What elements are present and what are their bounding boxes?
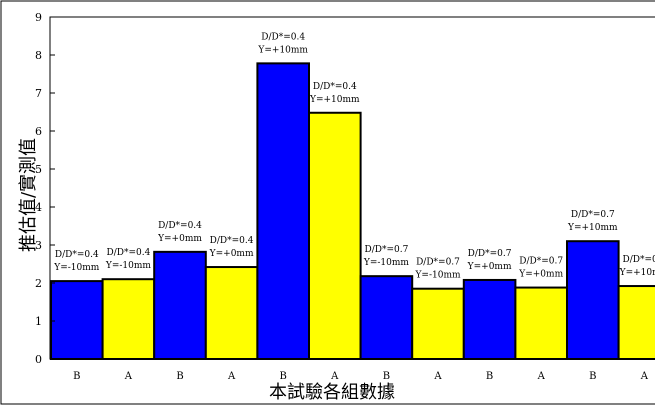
bar-annotation-2-line-1: D/D*=0.4 <box>106 248 150 258</box>
plot-frame <box>49 16 655 360</box>
bar-2 <box>101 278 156 361</box>
y-tick-label-6: 6 <box>35 125 42 138</box>
bar-12 <box>617 285 655 361</box>
y-tick-label-9: 9 <box>35 11 42 24</box>
bar-annotation-1-line-2: Y=-10mm <box>53 263 100 273</box>
x-category-label-7: B <box>383 371 390 382</box>
bar-annotation-3-line-1: D/D*=0.4 <box>158 221 202 231</box>
bar-8 <box>411 287 465 361</box>
x-category-label-3: B <box>176 371 183 382</box>
bar-annotation-2-line-2: Y=-10mm <box>105 261 152 271</box>
y-tick-label-1: 1 <box>35 315 42 328</box>
bar-annotation-6-line-1: D/D*=0.4 <box>313 82 357 92</box>
y-tick-label-5: 5 <box>35 163 42 176</box>
bars-layer <box>50 62 655 361</box>
bar-annotation-10-line-2: Y=+0mm <box>518 270 563 280</box>
bar-annotation-12-line-2: Y=+10mm <box>619 268 655 278</box>
bar-annotation-4-line-1: D/D*=0.4 <box>210 236 254 246</box>
bar-annotation-9-line-1: D/D*=0.7 <box>468 249 512 259</box>
bar-3 <box>153 250 207 360</box>
y-tick-label-8: 8 <box>35 49 42 62</box>
x-category-label-5: B <box>280 371 287 382</box>
y-tick-label-4: 4 <box>35 201 42 214</box>
bar-9 <box>462 278 517 360</box>
bar-annotation-9-line-2: Y=+0mm <box>467 262 512 272</box>
x-category-label-9: B <box>486 371 493 382</box>
x-category-label-6: A <box>330 371 339 382</box>
bar-annotation-7-line-2: Y=-10mm <box>363 258 410 268</box>
x-category-label-1: B <box>73 371 80 382</box>
x-axis-title: 本試驗各組數據 <box>269 382 395 403</box>
bar-5 <box>256 62 310 361</box>
bar-11 <box>566 240 620 360</box>
bar-annotation-7-line-1: D/D*=0.7 <box>364 245 408 255</box>
bar-annotation-5-line-1: D/D*=0.4 <box>261 32 305 42</box>
bar-6 <box>308 111 362 361</box>
bar-annotation-12-line-1: D/D*=0.7 <box>622 255 655 265</box>
y-tick-label-7: 7 <box>35 87 42 100</box>
y-axis-title: 推估值/實測值 <box>18 138 39 252</box>
bar-annotation-11-line-1: D/D*=0.7 <box>571 210 615 220</box>
bar-annotation-5-line-2: Y=+10mm <box>257 45 308 55</box>
y-tick-label-3: 3 <box>35 239 42 252</box>
bar-annotation-11-line-2: Y=+10mm <box>567 223 618 233</box>
x-category-label-8: A <box>433 371 442 382</box>
bar-10 <box>514 286 569 360</box>
bar-annotation-1-line-1: D/D*=0.4 <box>55 250 99 260</box>
x-category-label-10: A <box>537 371 546 382</box>
bar-7 <box>359 275 414 360</box>
x-category-label-11: B <box>589 371 596 382</box>
bar-annotation-8-line-1: D/D*=0.7 <box>416 258 460 268</box>
x-category-label-2: A <box>124 371 133 382</box>
bar-annotation-8-line-2: Y=-10mm <box>414 271 461 281</box>
bar-4 <box>204 266 259 361</box>
x-category-label-4: A <box>227 371 236 382</box>
y-tick-label-2: 2 <box>35 277 42 290</box>
bar-1 <box>50 280 104 361</box>
y-tick-label-0: 0 <box>35 353 42 366</box>
bar-annotation-10-line-1: D/D*=0.7 <box>519 257 563 267</box>
annotations-layer: D/D*=0.4 Y=-10mm D/D*=0.4 Y=-10mm D/D*=0.4 Y=… <box>53 32 655 280</box>
bar-annotation-6-line-2: Y=+10mm <box>309 95 360 105</box>
bar-annotation-3-line-2: Y=+0mm <box>157 234 202 244</box>
x-category-label-12: A <box>640 371 649 382</box>
bar-annotation-4-line-2: Y=+0mm <box>209 249 254 259</box>
